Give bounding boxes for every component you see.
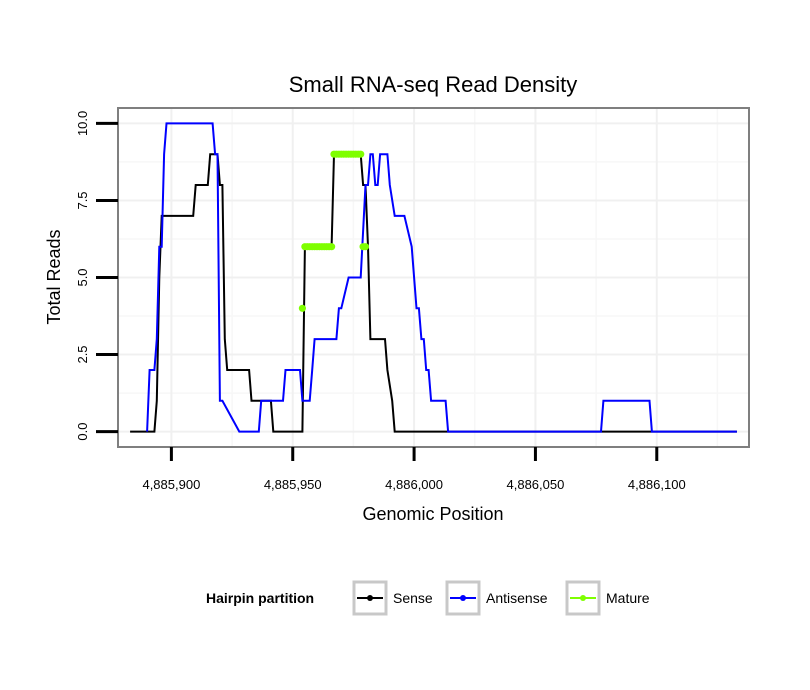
legend-dot-sense xyxy=(367,595,373,601)
legend-dot-antisense xyxy=(460,595,466,601)
mature-point xyxy=(298,304,306,312)
legend-title: Hairpin partition xyxy=(206,590,314,606)
x-tick-label: 4,885,900 xyxy=(142,477,200,492)
x-axis-label: Genomic Position xyxy=(362,504,503,524)
y-tick-label: 5.0 xyxy=(75,268,90,286)
legend-label-antisense: Antisense xyxy=(486,590,548,606)
mature-point xyxy=(357,150,365,158)
legend-item-sense: Sense xyxy=(352,580,433,616)
y-tick-label: 7.5 xyxy=(75,191,90,209)
y-tick-label: 0.0 xyxy=(75,423,90,441)
series-layer xyxy=(130,122,737,433)
legend-item-mature: Mature xyxy=(565,580,650,616)
legend-dot-mature xyxy=(580,595,586,601)
y-axis-label: Total Reads xyxy=(44,229,64,324)
x-tick-label: 4,885,950 xyxy=(264,477,322,492)
chart-title: Small RNA-seq Read Density xyxy=(289,72,578,97)
x-tick-label: 4,886,000 xyxy=(385,477,443,492)
x-tick-label: 4,886,100 xyxy=(628,477,686,492)
y-axis-ticks: 0.0 2.5 5.0 7.5 10.0 xyxy=(75,111,118,441)
legend: Hairpin partition Sense Antisense Mature xyxy=(206,580,650,616)
legend-item-antisense: Antisense xyxy=(445,580,548,616)
mature-point xyxy=(361,243,370,251)
legend-label-sense: Sense xyxy=(393,590,433,606)
mature-point xyxy=(328,243,336,251)
series-line-sense xyxy=(130,153,737,433)
legend-label-mature: Mature xyxy=(606,590,650,606)
series-line-antisense xyxy=(146,122,737,433)
y-tick-label: 10.0 xyxy=(75,111,90,136)
y-tick-label: 2.5 xyxy=(75,345,90,363)
x-axis-ticks: 4,885,900 4,885,950 4,886,000 4,886,050 4,88… xyxy=(142,447,686,492)
x-tick-label: 4,886,050 xyxy=(507,477,565,492)
